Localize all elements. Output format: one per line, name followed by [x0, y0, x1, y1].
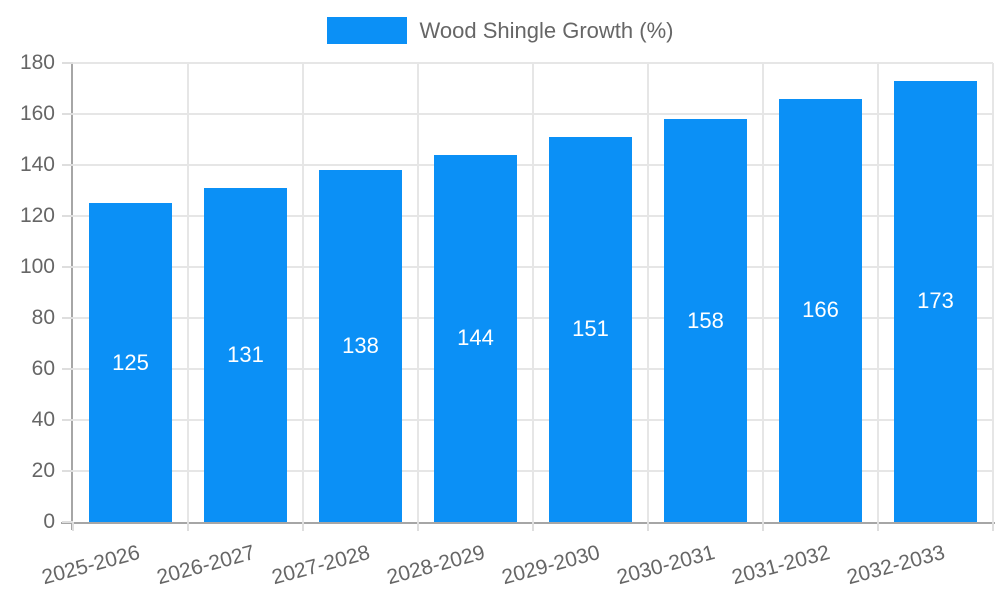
y-tick-mark — [62, 470, 73, 472]
y-tick-mark — [62, 164, 73, 166]
x-tick-label: 2025-2026 — [39, 541, 143, 590]
y-tick-mark — [62, 113, 73, 115]
x-axis-line — [61, 522, 995, 524]
x-tick-label: 2028-2029 — [384, 541, 488, 590]
y-tick-label: 0 — [43, 510, 55, 533]
x-tick-label: 2032-2033 — [844, 541, 948, 590]
x-tick-mark — [992, 522, 994, 531]
x-tick-mark — [417, 522, 419, 531]
y-tick-mark — [62, 266, 73, 268]
bar[interactable]: 138 — [319, 170, 402, 522]
x-tick-mark — [647, 522, 649, 531]
bar[interactable]: 166 — [779, 98, 862, 522]
bar-value-label: 131 — [227, 341, 264, 367]
v-gridline — [647, 63, 649, 522]
y-tick-mark — [62, 419, 73, 421]
y-tick-mark — [62, 521, 73, 523]
v-gridline — [187, 63, 189, 522]
bar[interactable]: 158 — [664, 119, 747, 522]
x-tick-label: 2030-2031 — [614, 541, 718, 590]
bar-value-label: 151 — [572, 316, 609, 342]
v-gridline — [417, 63, 419, 522]
y-tick-label: 100 — [19, 255, 55, 278]
bar-value-label: 144 — [457, 325, 494, 351]
bar[interactable]: 173 — [894, 80, 977, 522]
x-tick-label: 2026-2027 — [154, 541, 258, 590]
legend-label: Wood Shingle Growth (%) — [419, 18, 674, 43]
x-tick-mark — [187, 522, 189, 531]
bar-value-label: 125 — [112, 349, 149, 375]
y-tick-label: 120 — [19, 204, 55, 227]
x-tick-mark — [302, 522, 304, 531]
bar[interactable]: 131 — [204, 187, 287, 522]
y-tick-mark — [62, 62, 73, 64]
y-tick-label: 80 — [31, 306, 55, 329]
bar[interactable]: 151 — [549, 136, 632, 522]
bar-value-label: 158 — [687, 307, 724, 333]
bar[interactable]: 125 — [89, 203, 172, 522]
y-axis-line — [71, 63, 73, 530]
legend-item[interactable]: Wood Shingle Growth (%) — [0, 17, 1000, 44]
bar-value-label: 173 — [917, 288, 954, 314]
y-tick-mark — [62, 317, 73, 319]
y-tick-label: 20 — [31, 459, 55, 482]
v-gridline — [877, 63, 879, 522]
x-tick-mark — [72, 522, 74, 531]
y-tick-label: 60 — [31, 357, 55, 380]
v-gridline — [532, 63, 534, 522]
plot-area: 125 131 138 144 151 158 166 173 — [61, 62, 995, 531]
y-tick-label: 160 — [19, 102, 55, 125]
y-tick-label: 40 — [31, 408, 55, 431]
x-tick-mark — [877, 522, 879, 531]
y-tick-label: 180 — [19, 51, 55, 74]
y-tick-mark — [62, 215, 73, 217]
x-tick-mark — [762, 522, 764, 531]
y-tick-label: 140 — [19, 153, 55, 176]
y-tick-mark — [62, 368, 73, 370]
v-gridline — [992, 63, 994, 522]
x-tick-mark — [532, 522, 534, 531]
bar-value-label: 166 — [802, 297, 839, 323]
v-gridline — [762, 63, 764, 522]
bar-value-label: 138 — [342, 333, 379, 359]
x-tick-label: 2027-2028 — [269, 541, 373, 590]
legend-swatch — [326, 17, 407, 44]
v-gridline — [302, 63, 304, 522]
x-tick-label: 2029-2030 — [499, 541, 603, 590]
bar[interactable]: 144 — [434, 154, 517, 522]
x-tick-label: 2031-2032 — [729, 541, 833, 590]
